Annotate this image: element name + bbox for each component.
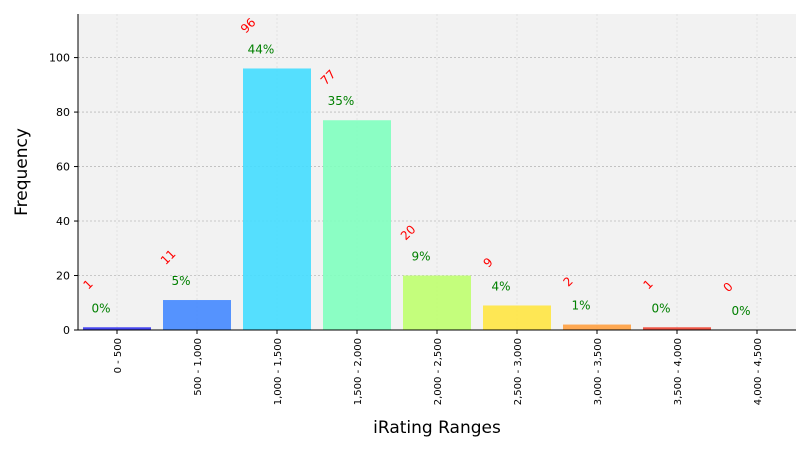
bar [643, 327, 711, 330]
x-tick-label: 2,000 - 2,500 [433, 338, 444, 405]
x-tick-label: 3,000 - 3,500 [593, 338, 604, 405]
percent-label: 0% [91, 301, 110, 315]
x-tick-label: 3,500 - 4,000 [673, 338, 684, 405]
percent-label: 44% [248, 42, 275, 56]
bar [163, 300, 231, 330]
x-tick-label: 0 - 500 [113, 338, 124, 373]
x-tick-label: 500 - 1,000 [193, 338, 204, 396]
y-ticks: 0 20 40 60 80 100 [49, 52, 78, 337]
bar [483, 305, 551, 330]
percent-label: 9% [411, 250, 430, 264]
y-tick-label: 80 [56, 106, 70, 119]
x-tick-label: 4,000 - 4,500 [753, 338, 764, 405]
y-tick-label: 40 [56, 215, 70, 228]
y-axis-label: Frequency [12, 128, 32, 216]
bar [403, 275, 471, 330]
x-tick-label: 1,000 - 1,500 [273, 338, 284, 405]
x-axis-label: iRating Ranges [373, 418, 501, 438]
percent-label: 35% [328, 94, 355, 108]
percent-label: 4% [491, 279, 510, 293]
bar [243, 68, 311, 330]
percent-label: 0% [651, 301, 670, 315]
y-tick-label: 60 [56, 161, 70, 174]
bar [83, 327, 151, 330]
percent-label: 1% [571, 299, 590, 313]
y-tick-label: 100 [49, 52, 70, 65]
percent-label: 5% [171, 274, 190, 288]
bars [83, 68, 711, 330]
x-ticks: 0 - 500 500 - 1,000 1,000 - 1,500 1,500 - 2… [113, 330, 764, 405]
bar [323, 120, 391, 330]
y-tick-label: 20 [56, 270, 70, 283]
y-tick-label: 0 [63, 324, 70, 337]
bar [563, 324, 631, 330]
x-tick-label: 2,500 - 3,000 [513, 338, 524, 405]
x-tick-label: 1,500 - 2,000 [353, 338, 364, 405]
percent-label: 0% [731, 304, 750, 318]
